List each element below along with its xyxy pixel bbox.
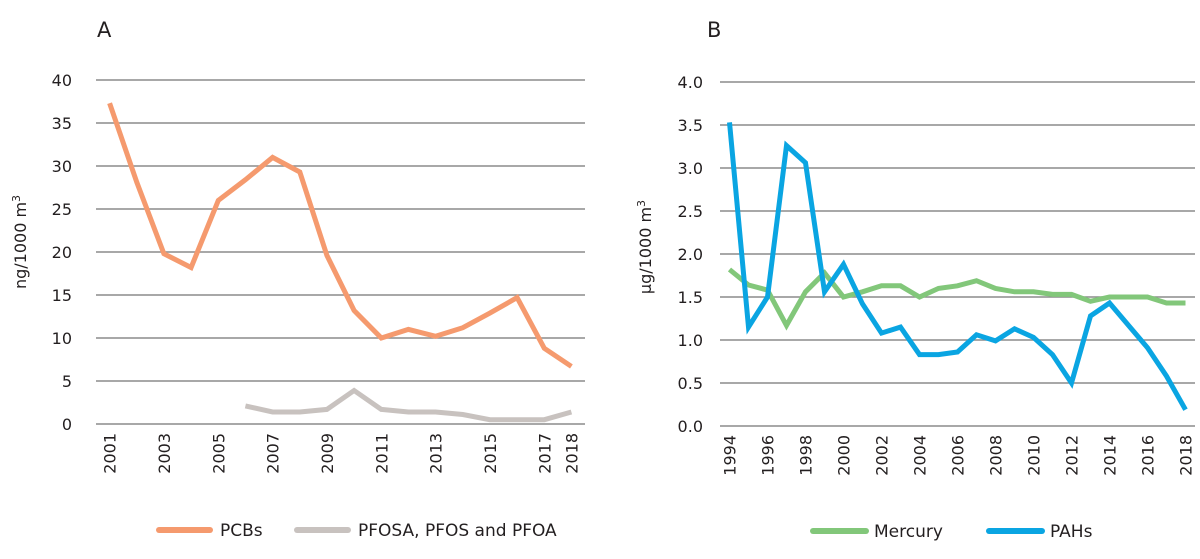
x-tick-label: 2007 bbox=[264, 433, 283, 474]
x-tick-label: 2016 bbox=[1139, 435, 1158, 476]
y-tick-label: 20 bbox=[52, 243, 72, 262]
y-tick-label: 1.0 bbox=[678, 331, 703, 350]
series-line-pfosa-pfos-and-pfoa bbox=[244, 387, 573, 423]
y-tick-label: 25 bbox=[52, 200, 72, 219]
x-tick-label: 2001 bbox=[101, 433, 120, 474]
x-tick-label: 2018 bbox=[562, 433, 581, 474]
legend-label-pcbs: PCBs bbox=[220, 521, 263, 541]
series-line-mercury bbox=[727, 267, 1186, 331]
x-tick-label: 1996 bbox=[759, 435, 778, 476]
legend-label-pfas: PFOSA, PFOS and PFOA bbox=[358, 521, 557, 541]
y-tick-label: 0 bbox=[62, 415, 72, 434]
legend-label-mercury: Mercury bbox=[874, 522, 943, 542]
y-tick-label: 40 bbox=[52, 71, 72, 90]
y-tick-label: 35 bbox=[52, 114, 72, 133]
chart-a-series bbox=[107, 102, 573, 423]
chart-b-gridlines bbox=[720, 81, 1195, 427]
chart-a-gridlines bbox=[96, 79, 585, 425]
x-tick-label: 2012 bbox=[1063, 435, 1082, 476]
chart-b-title: B bbox=[707, 18, 721, 42]
chart-a-legend: PCBs PFOSA, PFOS and PFOA bbox=[156, 521, 557, 541]
y-tick-label: 5 bbox=[62, 372, 72, 391]
x-tick-label: 2014 bbox=[1101, 435, 1120, 476]
chart-b-x-tick-labels: 1994 1996 1998 2000 2002 2004 2006 2008 2010 2012… bbox=[721, 435, 1196, 476]
y-tick-label: 10 bbox=[52, 329, 72, 348]
x-tick-label: 2003 bbox=[155, 433, 174, 474]
chart-b-series bbox=[727, 122, 1188, 411]
x-tick-label: 2009 bbox=[318, 433, 337, 474]
x-tick-label: 2006 bbox=[949, 435, 968, 476]
chart-b-y-axis-title: µg/1000 m3 bbox=[635, 200, 656, 294]
y-tick-label: 3.0 bbox=[678, 159, 703, 178]
x-tick-label: 2000 bbox=[835, 435, 854, 476]
x-tick-label: 2010 bbox=[1025, 435, 1044, 476]
y-tick-label: 0.5 bbox=[678, 374, 703, 393]
y-tick-label: 1.5 bbox=[678, 288, 703, 307]
y-tick-label: 3.5 bbox=[678, 116, 703, 135]
x-tick-label: 2015 bbox=[481, 433, 500, 474]
y-tick-label: 2.0 bbox=[678, 245, 703, 264]
x-tick-label: 2004 bbox=[911, 435, 930, 476]
x-tick-label: 1998 bbox=[797, 435, 816, 476]
chart-b: B 0.00.51.01.52.02.53.03.54.0 1994 1996 19… bbox=[635, 18, 1196, 542]
y-tick-label: 0.0 bbox=[678, 417, 703, 436]
x-tick-label: 2011 bbox=[372, 433, 391, 474]
chart-b-legend: Mercury PAHs bbox=[810, 522, 1093, 542]
x-tick-label: 1994 bbox=[721, 435, 740, 476]
y-tick-label: 2.5 bbox=[678, 202, 703, 221]
chart-a-title: A bbox=[97, 18, 112, 42]
chart-a-y-tick-labels: 0 5 10 15 20 25 30 35 40 bbox=[52, 71, 72, 434]
series-line-pahs bbox=[727, 122, 1188, 411]
x-tick-label: 2008 bbox=[987, 435, 1006, 476]
chart-a-x-tick-labels: 2001 2003 2005 2007 2009 2011 2013 2015 2017 2018 bbox=[101, 433, 582, 474]
x-tick-label: 2002 bbox=[873, 435, 892, 476]
series-line-pcbs bbox=[107, 102, 573, 369]
x-tick-label: 2005 bbox=[209, 433, 228, 474]
y-tick-label: 30 bbox=[52, 157, 72, 176]
chart-b-y-tick-labels: 0.0 0.5 1.0 1.5 2.0 2.5 3.0 3.5 4.0 bbox=[678, 73, 703, 436]
legend-label-pahs: PAHs bbox=[1050, 522, 1093, 542]
y-tick-label: 15 bbox=[52, 286, 72, 305]
y-tick-label: 4.0 bbox=[678, 73, 703, 92]
chart-a-y-axis-title: ng/1000 m3 bbox=[10, 195, 31, 289]
x-tick-label: 2013 bbox=[427, 433, 446, 474]
x-tick-label: 2018 bbox=[1177, 435, 1196, 476]
x-tick-label: 2017 bbox=[535, 433, 554, 474]
